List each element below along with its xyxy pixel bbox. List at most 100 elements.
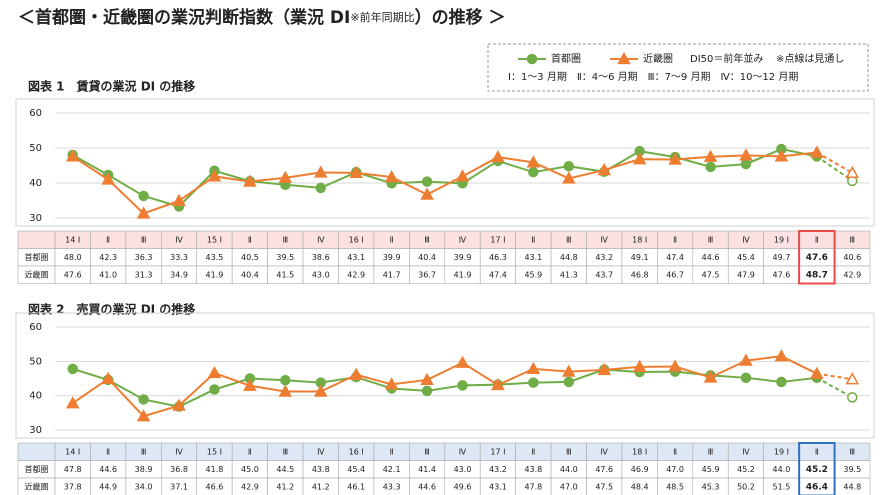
point (455, 355, 470, 368)
title-main: ＜首都圏・近畿圏の業況判断指数（業況 DI (18, 7, 350, 28)
value-label: 48.5 (666, 482, 684, 491)
point (455, 169, 470, 182)
point (313, 165, 328, 178)
value-label: 44.5 (276, 465, 294, 474)
point (138, 394, 149, 405)
value-label: 43.0 (454, 465, 472, 474)
value-label: 41.0 (99, 270, 117, 279)
x-tick-label: Ⅳ (175, 447, 183, 456)
point (597, 163, 612, 176)
plot-frame (15, 312, 875, 439)
point (597, 362, 612, 376)
x-tick-label: Ⅲ (566, 447, 572, 456)
x-tick-label: Ⅱ (815, 447, 819, 456)
highlight-box (798, 230, 836, 285)
y-tick-label: 30 (29, 425, 42, 436)
x-tick-label: Ⅳ (459, 447, 467, 456)
row-label: 首都圏 (25, 464, 49, 474)
value-label: 43.8 (312, 465, 330, 474)
y-tick-label: 40 (29, 391, 42, 402)
y-tick-label: 60 (29, 108, 42, 119)
value-label: 42.1 (383, 465, 401, 474)
legend-dashed: ※点線は見通し (776, 52, 844, 65)
value-label: 45.2 (806, 465, 828, 475)
value-label: 47.6 (64, 270, 82, 279)
value-label: 46.9 (631, 465, 649, 474)
value-label: 41.8 (206, 465, 224, 474)
value-label: 45.0 (241, 465, 259, 474)
x-tick-label: Ⅱ (531, 447, 535, 456)
x-tick-label: Ⅱ (673, 235, 677, 244)
point (632, 152, 647, 165)
point (172, 398, 186, 411)
point (101, 371, 115, 384)
point (243, 174, 257, 187)
point (101, 172, 115, 185)
x-tick-label: Ⅲ (424, 235, 430, 244)
value-label: 40.4 (418, 253, 436, 262)
point (420, 187, 434, 200)
y-tick-label: 60 (29, 322, 42, 333)
x-tick-label: 16 Ⅰ (349, 447, 364, 456)
point (65, 149, 80, 162)
value-label: 47.0 (666, 465, 684, 474)
x-tick-label: Ⅳ (317, 447, 325, 456)
point (207, 169, 222, 182)
legend-label: 近畿圏 (643, 52, 673, 65)
point (421, 385, 433, 397)
x-tick-label: Ⅳ (742, 235, 750, 244)
title-note: ※前年同期比 (350, 10, 414, 24)
x-tick-label: Ⅲ (708, 447, 714, 456)
point (421, 176, 433, 187)
value-label: 44.8 (560, 253, 578, 262)
point (703, 370, 718, 383)
x-tick-label: 19 Ⅰ (774, 235, 789, 244)
value-label: 45.3 (702, 482, 720, 491)
point (243, 378, 257, 391)
plot-frame (15, 98, 875, 227)
point (172, 193, 186, 206)
point (384, 170, 399, 183)
value-label: 44.6 (418, 482, 436, 491)
point (739, 148, 753, 161)
row-label: 近畿圏 (25, 269, 49, 279)
value-label: 40.5 (241, 253, 259, 262)
value-label: 39.5 (843, 465, 861, 474)
value-label: 40.6 (843, 253, 861, 262)
chart-title: 図表 2 売買の業況 DI の推移 (28, 302, 195, 317)
point (526, 155, 541, 168)
point (280, 374, 291, 386)
value-label: 45.4 (347, 465, 365, 474)
value-label: 38.6 (312, 253, 330, 262)
value-label: 47.4 (666, 253, 684, 262)
point (810, 145, 824, 158)
value-label: 43.2 (595, 253, 613, 262)
legend-box (487, 43, 869, 92)
title-end: ）の推移 ＞ (415, 7, 506, 28)
point (774, 349, 789, 362)
value-label: 47.0 (560, 482, 578, 491)
value-label: 49.6 (454, 482, 472, 491)
value-label: 41.4 (418, 465, 436, 474)
point (739, 353, 753, 366)
point (136, 409, 151, 422)
series-line (72, 367, 817, 408)
point (136, 206, 151, 219)
x-tick-label: 19 Ⅰ (774, 447, 789, 456)
value-label: 50.2 (737, 482, 755, 491)
header-cell (17, 442, 56, 461)
row-label: 近畿圏 (25, 481, 49, 491)
value-label: 41.3 (560, 270, 578, 279)
value-label: 45.9 (524, 270, 542, 279)
value-label: 47.6 (595, 465, 613, 474)
value-label: 46.3 (489, 253, 507, 262)
value-label: 43.8 (524, 465, 542, 474)
series-line (72, 151, 817, 215)
value-label: 45.4 (737, 253, 755, 262)
point (776, 376, 787, 388)
point (740, 158, 752, 170)
value-label: 44.6 (702, 253, 720, 262)
x-tick-label: Ⅳ (601, 447, 609, 456)
point (668, 359, 682, 372)
